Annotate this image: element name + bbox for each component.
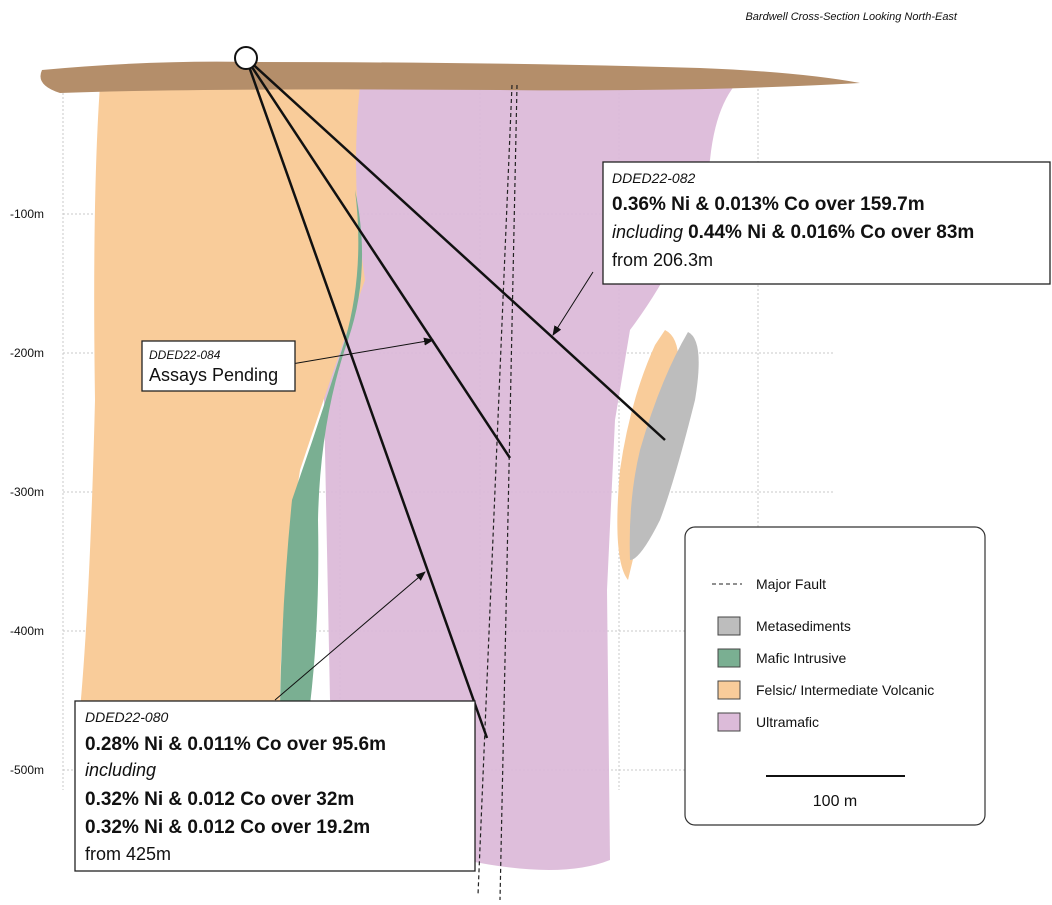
title: Bardwell Cross-Section Looking North-Eas…	[745, 11, 957, 23]
legend-label: Mafic Intrusive	[756, 650, 846, 666]
depth-label: -500m	[10, 763, 44, 777]
depth-labels: -100m -200m -300m -400m -500m	[10, 207, 44, 777]
hole-id: DDED22-080	[85, 709, 168, 725]
from: from 425m	[85, 844, 171, 864]
callout-082: DDED22-082 0.36% Ni & 0.013% Co over 159…	[603, 162, 1050, 284]
assay: 0.28% Ni & 0.011% Co over 95.6m	[85, 734, 386, 755]
depth-label: -400m	[10, 624, 44, 638]
legend-label: Major Fault	[756, 576, 826, 592]
callout-084: DDED22-084 Assays Pending	[142, 341, 295, 391]
scale-label: 100 m	[813, 793, 857, 810]
including: including	[85, 760, 156, 780]
from: from 206.3m	[612, 250, 713, 270]
assay: including 0.44% Ni & 0.016% Co over 83m	[612, 222, 974, 243]
assay: 0.32% Ni & 0.012 Co over 32m	[85, 789, 354, 810]
cross-section: Bardwell Cross-Section Looking North-Eas…	[0, 0, 1052, 905]
legend: Major Fault Metasediments Mafic Intrusiv…	[685, 527, 985, 825]
assay: 0.36% Ni & 0.013% Co over 159.7m	[612, 194, 925, 215]
legend-label: Ultramafic	[756, 714, 819, 730]
legend-label: Felsic/ Intermediate Volcanic	[756, 682, 934, 698]
callout-080: DDED22-080 0.28% Ni & 0.011% Co over 95.…	[75, 701, 475, 871]
assay: 0.32% Ni & 0.012 Co over 19.2m	[85, 817, 370, 838]
depth-label: -300m	[10, 485, 44, 499]
hole-id: DDED22-082	[612, 170, 695, 186]
depth-label: -200m	[10, 346, 44, 360]
hole-id: DDED22-084	[149, 348, 221, 362]
status: Assays Pending	[149, 365, 278, 385]
legend-label: Metasediments	[756, 618, 851, 634]
depth-label: -100m	[10, 207, 44, 221]
